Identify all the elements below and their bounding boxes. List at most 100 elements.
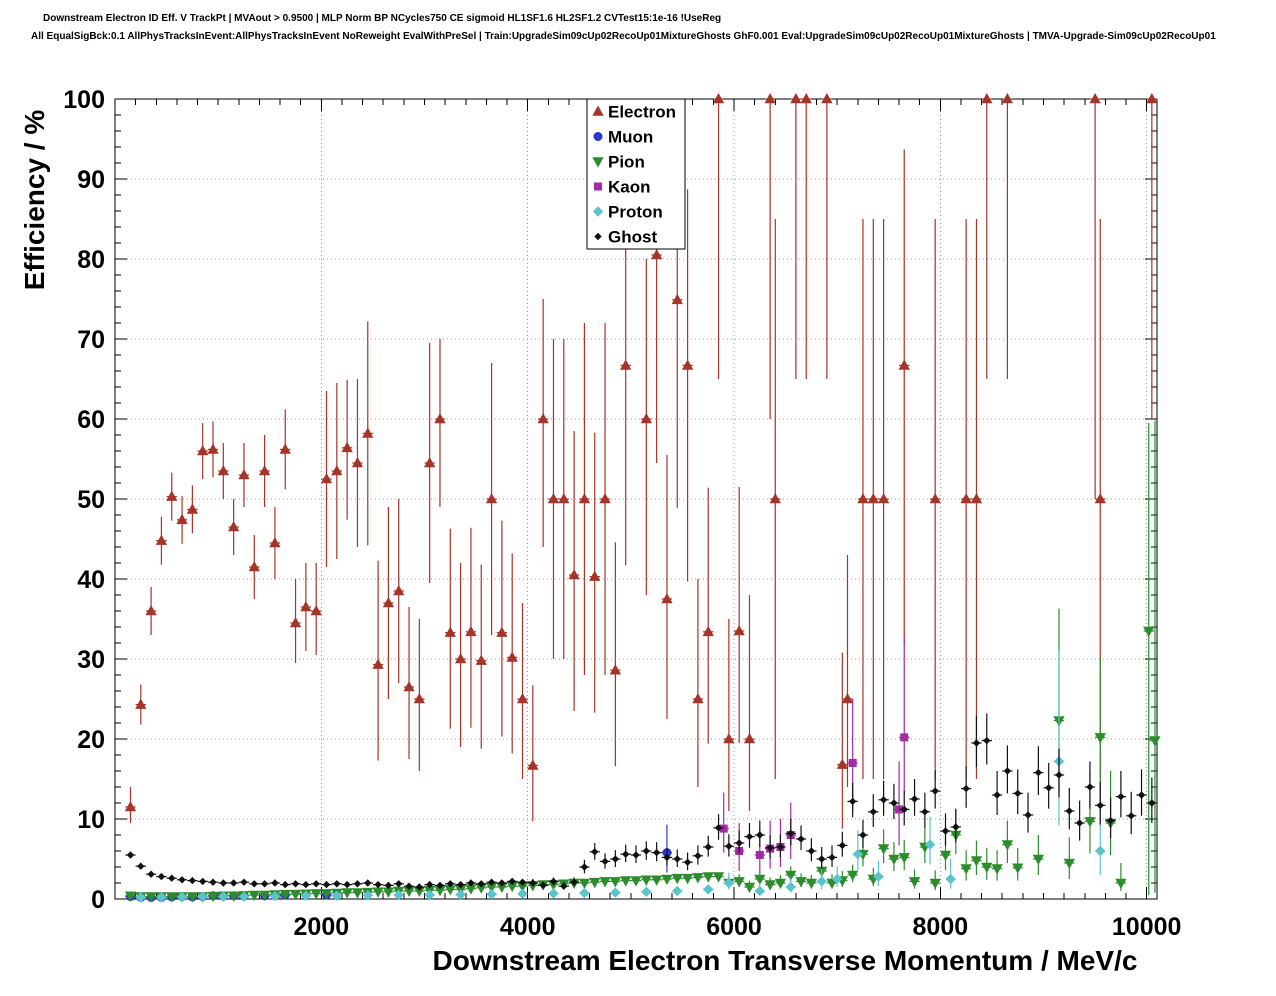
point-ghost xyxy=(415,883,424,891)
y-tick-label: 30 xyxy=(77,646,105,674)
legend-item-pion: Pion xyxy=(592,153,645,172)
point-ghost xyxy=(1086,783,1094,791)
point-proton xyxy=(331,890,343,902)
point-pion xyxy=(372,887,384,898)
point-ghost xyxy=(1106,816,1115,825)
y-tick-label: 40 xyxy=(77,566,105,594)
legend: Electron Muon Pion Kaon Proton Ghost xyxy=(586,98,686,250)
point-ghost xyxy=(1003,767,1012,775)
point-electron xyxy=(238,468,250,480)
point-electron xyxy=(485,492,498,504)
point-proton xyxy=(945,873,956,885)
point-electron xyxy=(176,513,188,525)
legend-label: Ghost xyxy=(608,228,657,247)
point-ghost xyxy=(879,796,888,804)
point-proton xyxy=(924,839,936,850)
point-proton xyxy=(852,848,864,860)
point-proton xyxy=(610,887,621,898)
point-ghost xyxy=(425,880,434,889)
point-electron xyxy=(1094,492,1106,504)
point-ghost xyxy=(322,880,331,889)
point-ghost xyxy=(446,880,455,888)
point-electron xyxy=(124,800,137,812)
series-ghost xyxy=(125,713,1157,891)
point-pion xyxy=(733,877,745,888)
point-pion xyxy=(258,890,271,902)
point-electron xyxy=(351,456,364,468)
point-ghost xyxy=(219,879,228,887)
point-ghost xyxy=(178,876,186,884)
point-ghost xyxy=(343,880,351,889)
point-pion xyxy=(908,877,921,888)
point-electron xyxy=(640,412,652,424)
point-proton xyxy=(424,889,435,901)
point-ghost xyxy=(673,855,681,863)
point-proton xyxy=(548,888,559,899)
point-ghost xyxy=(508,877,516,886)
point-electron xyxy=(496,626,508,637)
point-pion xyxy=(1094,733,1106,744)
point-electron xyxy=(516,692,529,704)
plot-root: 2000 4000 6000 8000 10000 0 10 20 30 40 50 60 70 80 90… xyxy=(63,86,1181,941)
series-pion xyxy=(124,420,1161,903)
point-kaon xyxy=(848,759,857,767)
point-pion xyxy=(681,873,694,885)
point-proton xyxy=(238,891,250,902)
point-ghost xyxy=(941,827,950,835)
point-ghost xyxy=(848,797,857,806)
point-electron xyxy=(248,560,260,572)
y-tick-label: 10 xyxy=(77,806,105,834)
legend-item-electron: Electron xyxy=(592,103,676,122)
point-ghost xyxy=(333,880,341,888)
point-ghost xyxy=(776,843,785,851)
point-electron xyxy=(733,624,745,636)
point-electron xyxy=(800,92,812,104)
point-pion xyxy=(650,875,663,886)
series-proton xyxy=(135,649,1106,903)
point-pion xyxy=(661,874,673,886)
point-ghost xyxy=(1148,799,1156,807)
point-electron xyxy=(857,492,869,504)
point-ghost xyxy=(549,877,558,886)
point-ghost xyxy=(209,878,217,886)
point-ghost xyxy=(281,880,289,889)
point-pion xyxy=(692,873,704,884)
point-pion xyxy=(630,876,642,887)
point-ghost xyxy=(395,880,403,888)
point-ghost xyxy=(1096,801,1104,810)
point-pion xyxy=(743,882,756,894)
point-electron xyxy=(475,654,487,665)
point-pion xyxy=(310,889,322,900)
point-ghost xyxy=(570,878,578,886)
point-proton xyxy=(300,890,312,902)
point-electron xyxy=(743,732,756,744)
point-ghost xyxy=(1127,812,1135,820)
point-ghost xyxy=(467,879,475,887)
point-electron xyxy=(434,412,446,424)
point-electron xyxy=(661,592,673,604)
point-electron xyxy=(269,536,281,548)
point-electron xyxy=(841,692,854,704)
point-ghost xyxy=(291,880,300,888)
point-ghost xyxy=(931,787,939,795)
point-electron xyxy=(568,568,580,580)
x-tick-label: 2000 xyxy=(294,913,350,941)
point-electron xyxy=(981,92,993,104)
point-proton xyxy=(269,890,281,902)
point-pion xyxy=(1012,863,1024,874)
point-kaon xyxy=(900,733,909,742)
point-electron xyxy=(702,625,714,637)
point-electron xyxy=(537,412,549,424)
point-electron xyxy=(320,472,333,484)
point-ghost xyxy=(983,736,991,745)
point-electron xyxy=(1146,92,1158,104)
y-tick-label: 80 xyxy=(77,246,105,274)
point-ghost xyxy=(271,879,279,887)
point-electron xyxy=(620,359,632,370)
y-tick-label: 100 xyxy=(63,86,105,114)
point-ghost xyxy=(910,795,919,803)
point-electron xyxy=(341,441,353,453)
point-ghost xyxy=(890,799,898,807)
point-proton xyxy=(831,873,843,885)
y-tick-label: 70 xyxy=(77,326,105,354)
